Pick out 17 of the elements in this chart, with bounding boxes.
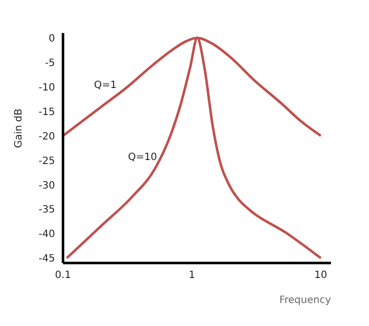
y-tick-label: -20 bbox=[38, 131, 55, 142]
y-tick-label: 0 bbox=[48, 33, 55, 44]
y-tick-label: -25 bbox=[38, 156, 55, 167]
y-tick-label: -40 bbox=[38, 229, 55, 240]
y-tick-label: -35 bbox=[38, 204, 55, 216]
y-tick-label: -30 bbox=[38, 180, 55, 192]
x-tick-label: 10 bbox=[314, 270, 328, 282]
x-axis-title: Frequency bbox=[279, 295, 332, 306]
y-tick-label: -15 bbox=[38, 106, 55, 118]
annotation: Q=1 bbox=[94, 80, 117, 91]
x-tick-label: 1 bbox=[188, 270, 196, 282]
y-axis-title: Gain dB bbox=[14, 108, 25, 148]
y-tick-label: -5 bbox=[45, 58, 55, 69]
y-tick-label: -45 bbox=[38, 254, 55, 265]
y-tick-label: -10 bbox=[38, 82, 55, 94]
annotation: Q=10 bbox=[128, 152, 157, 163]
x-tick-label: 0.1 bbox=[55, 270, 71, 282]
